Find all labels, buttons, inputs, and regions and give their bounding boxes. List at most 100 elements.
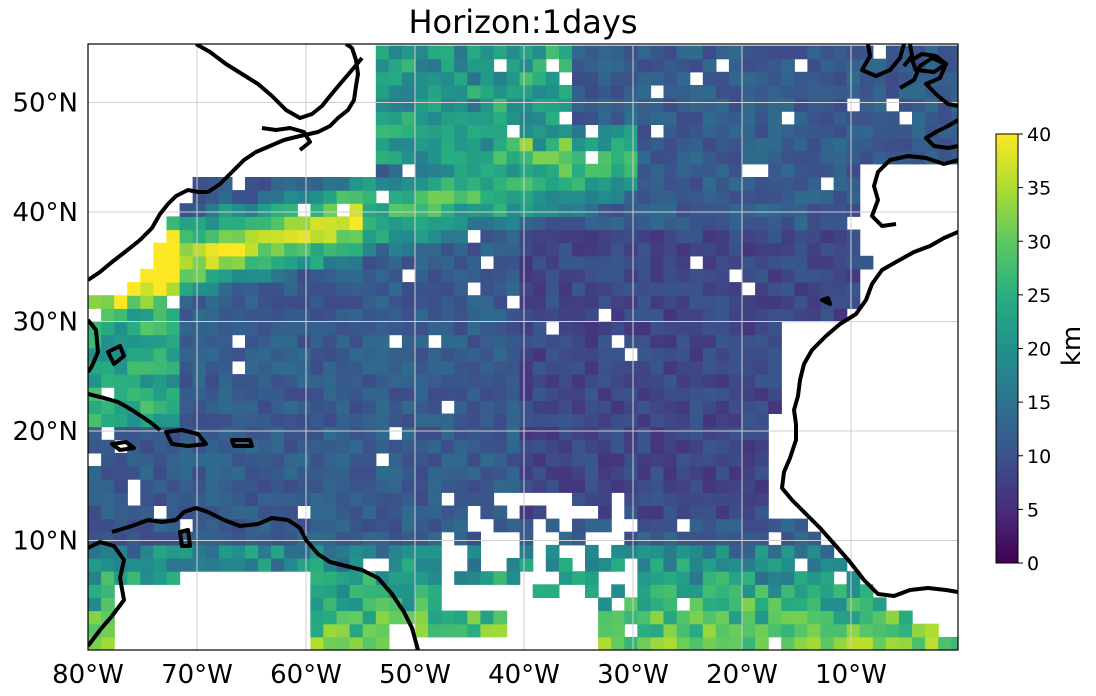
lon-tick-label: 70°W — [161, 660, 233, 690]
field-cell — [415, 400, 429, 414]
field-cell — [637, 426, 652, 441]
field-cell — [715, 492, 730, 506]
field-cell — [545, 584, 560, 598]
field-cell — [349, 282, 364, 296]
field-cell — [480, 98, 495, 112]
field-cell — [650, 308, 665, 323]
field-cell — [859, 111, 874, 125]
field-cell — [480, 479, 495, 493]
field-cell — [846, 255, 861, 270]
field-cell — [153, 360, 168, 375]
field-cell — [506, 229, 521, 244]
field-cell — [637, 584, 652, 598]
field-cell — [441, 282, 455, 296]
field-cell — [650, 413, 665, 428]
field-cell — [271, 387, 285, 401]
field-cell — [689, 492, 704, 506]
field-cell — [572, 216, 586, 231]
field-cell — [454, 268, 468, 283]
field-cell — [480, 505, 495, 520]
field-cell — [572, 295, 586, 309]
field-cell — [506, 308, 521, 323]
field-cell — [545, 479, 560, 493]
field-cell — [663, 426, 678, 441]
field-cell — [401, 492, 416, 506]
field-cell — [572, 347, 586, 362]
field-cell — [323, 177, 338, 191]
field-cell — [127, 413, 141, 428]
field-cell — [336, 177, 351, 191]
field-cell — [153, 452, 168, 467]
field-cell — [467, 58, 481, 73]
field-cell — [545, 229, 560, 244]
field-cell — [755, 137, 769, 152]
field-cell — [166, 321, 181, 336]
field-cell — [284, 426, 298, 441]
field-cell — [611, 439, 625, 454]
lat-tick-label: 30°N — [12, 308, 78, 338]
field-cell — [768, 308, 782, 323]
field-cell — [375, 505, 390, 520]
colorbar — [995, 133, 1019, 564]
field-cell — [663, 124, 678, 139]
field-cell — [323, 360, 338, 375]
field-cell — [598, 558, 612, 572]
field-cell — [702, 452, 717, 467]
field-cell — [807, 636, 822, 650]
field-cell — [742, 268, 756, 283]
field-cell — [768, 98, 782, 112]
field-cell — [676, 150, 691, 165]
field-cell — [297, 426, 311, 441]
field-cell — [558, 216, 573, 231]
field-cell — [650, 505, 665, 520]
field-cell — [794, 45, 808, 60]
field-cell — [271, 439, 285, 454]
field-cell — [794, 111, 808, 125]
field-cell — [572, 45, 586, 60]
field-cell — [833, 98, 848, 112]
field-cell — [794, 177, 808, 191]
field-cell — [938, 111, 952, 125]
field-cell — [755, 597, 769, 612]
field-cell — [506, 255, 521, 270]
field-cell — [401, 111, 416, 125]
field-cell — [532, 85, 547, 99]
field-cell — [755, 124, 769, 139]
field-cell — [349, 203, 364, 217]
field-cell — [702, 150, 717, 165]
field-cell — [140, 295, 154, 309]
field-cell — [415, 610, 429, 625]
field-cell — [637, 623, 652, 638]
field-cell — [428, 374, 442, 388]
field-cell — [558, 374, 573, 388]
field-cell — [153, 531, 168, 546]
field-cell — [728, 45, 743, 60]
field-cell — [676, 255, 691, 270]
field-cell — [833, 124, 848, 139]
field-cell — [637, 85, 652, 99]
field-cell — [807, 584, 822, 598]
field-cell — [676, 492, 691, 506]
field-cell — [820, 203, 835, 217]
field-cell — [88, 505, 102, 520]
field-cell — [140, 347, 154, 362]
field-cell — [833, 610, 848, 625]
field-cell — [728, 111, 743, 125]
field-cell — [545, 387, 560, 401]
field-cell — [715, 597, 730, 612]
field-cell — [310, 584, 325, 598]
field-cell — [401, 518, 416, 533]
field-cell — [676, 190, 691, 204]
field-cell — [493, 413, 508, 428]
field-cell — [598, 229, 612, 244]
field-cell — [166, 282, 181, 296]
field-cell — [336, 636, 351, 650]
field-cell — [506, 360, 521, 375]
field-cell — [506, 242, 521, 257]
field-cell — [532, 413, 547, 428]
field-cell — [192, 413, 207, 428]
field-cell — [689, 623, 704, 638]
field-cell — [179, 466, 194, 480]
field-cell — [401, 597, 416, 612]
field-cell — [545, 452, 560, 467]
